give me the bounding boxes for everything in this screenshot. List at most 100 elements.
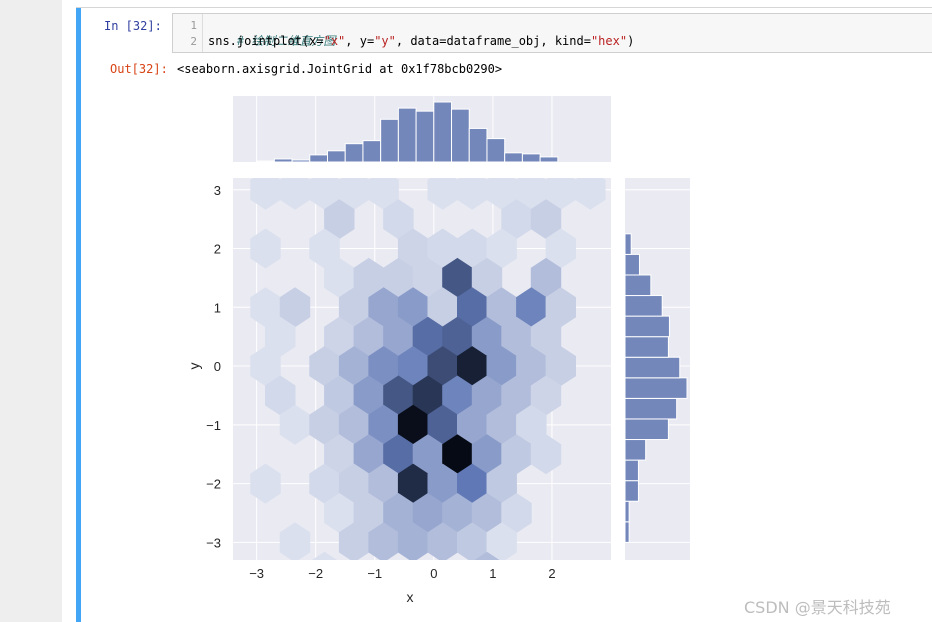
x-axis-label: x [407,589,414,605]
hexbin-cell [501,375,532,416]
hexbin-cell [501,493,532,533]
hexbin-cell [530,199,562,240]
histogram-bar-y [625,397,678,420]
hexbin-cell [457,287,488,328]
histogram-bar-x [256,160,275,162]
hexbin-cell [338,463,370,504]
hexbin-cell [250,287,281,328]
hexbin-cell [338,404,370,445]
hexbin-cell [530,316,562,357]
hexbin-cell [501,316,532,357]
hexbin-cell [516,404,547,445]
histogram-bar-y [625,295,663,317]
hexbin-cell [442,316,473,357]
hexbin-cell [486,178,517,210]
histogram-bar-x [327,150,346,162]
histogram-bar-x [362,140,382,162]
hexbin-cell [486,522,517,560]
line-number-2: 2 [190,35,197,48]
hexbin-cell [368,178,399,210]
histogram-bar-x [486,138,506,162]
histogram-bar-x [415,110,435,162]
histogram-bar-y [625,439,647,461]
histogram-bar-x [291,159,311,162]
hexbin-cell [353,375,385,416]
hexbin-cell [250,346,281,386]
histogram-bar-x [468,127,488,162]
hexbin-cell [427,463,458,504]
marginal-x-axes [233,96,611,162]
hexbin-cell [265,375,296,416]
y-tick-label: −3 [206,535,221,550]
hexbin-cell [250,463,281,504]
histogram-bar-x [539,156,559,162]
hexbin-cell [338,522,370,560]
x-tick-label: 1 [489,566,496,581]
hexbin-cell [442,257,473,298]
histogram-bar-y [625,459,639,482]
hexbin-cell [383,493,414,533]
histogram-bar-x [504,152,523,162]
marginal-y-axes [625,178,690,560]
hexbin-cell [412,316,444,357]
marginal-y-histogram [625,233,688,543]
hexbin-cell [442,493,473,533]
x-tick-label: −1 [367,566,382,581]
hexbin-cell [368,287,399,328]
histogram-bar-x [433,101,453,162]
hexbin-cell [383,375,414,416]
y-tick-label: 2 [214,242,221,257]
output-repr-text[interactable]: <seaborn.axisgrid.JointGrid at 0x1f78bcb… [177,62,503,76]
hexbin-cell [471,493,503,533]
hexbin-cell [309,404,340,445]
hexbin-cell [309,178,340,210]
hexbin-cell [457,228,488,269]
hexbin-cell [250,178,281,210]
hexbin-cell [486,463,517,504]
hexbin-cell [412,375,444,416]
hexbin-cell [353,316,385,357]
code-line-2[interactable]: sns.jointplot(x="x", y="y", data=datafra… [208,34,634,48]
code-editor[interactable]: 1 2 # 绘制二维直方图 sns.jointplot(x="x", y="y"… [172,13,932,53]
hexbin-cell [383,316,414,357]
hexbin-cell [412,257,444,298]
x-tick-label: 0 [430,566,437,581]
selected-cell-indicator[interactable] [76,8,81,622]
hexbin-cell [516,287,547,328]
hexbin-cell [427,346,458,386]
code-token: sns.jointplot(x= [208,34,324,48]
hexbin-cell [397,346,429,386]
y-tick-label: 1 [214,300,221,315]
hexbin-cell [279,178,311,210]
histogram-bar-y [625,356,681,379]
hexbin-cell [516,178,547,210]
hexbin-cell [324,375,355,416]
code-line-1[interactable]: # 绘制二维直方图 [208,18,335,63]
x-tick-labels: −3 −2 −1 0 1 2 [249,566,555,581]
hexbin-cell [471,375,503,416]
hexbin-cell [397,522,429,560]
hexbin-cell [545,346,576,386]
hexbin-cell [312,551,338,560]
input-prompt: In [32]: [104,19,162,33]
histogram-bar-x [521,153,541,162]
watermark: CSDN @景天科技苑 [744,598,891,617]
hexbin-cell [368,404,399,445]
hexbin-cell [545,178,576,210]
hexbin-cell [486,287,517,328]
hexbin-cell [530,257,562,298]
histogram-bar-y [625,274,652,297]
hexbin-cell [442,375,473,416]
hexbin-cell [474,551,500,560]
code-token: , y= [345,34,375,48]
hexbin-cell [397,463,429,504]
y-tick-label: 0 [214,359,221,374]
histogram-bar-y [625,336,669,358]
histogram-bar-y [625,233,632,255]
y-tick-label: −1 [206,418,221,433]
y-tick-labels: −3 −2 −1 0 1 2 3 [206,183,221,551]
hexbin-cell [486,346,517,386]
hexbin-cell [457,346,488,386]
hexbin-cell [427,178,458,210]
hexbin-cell [279,522,311,560]
